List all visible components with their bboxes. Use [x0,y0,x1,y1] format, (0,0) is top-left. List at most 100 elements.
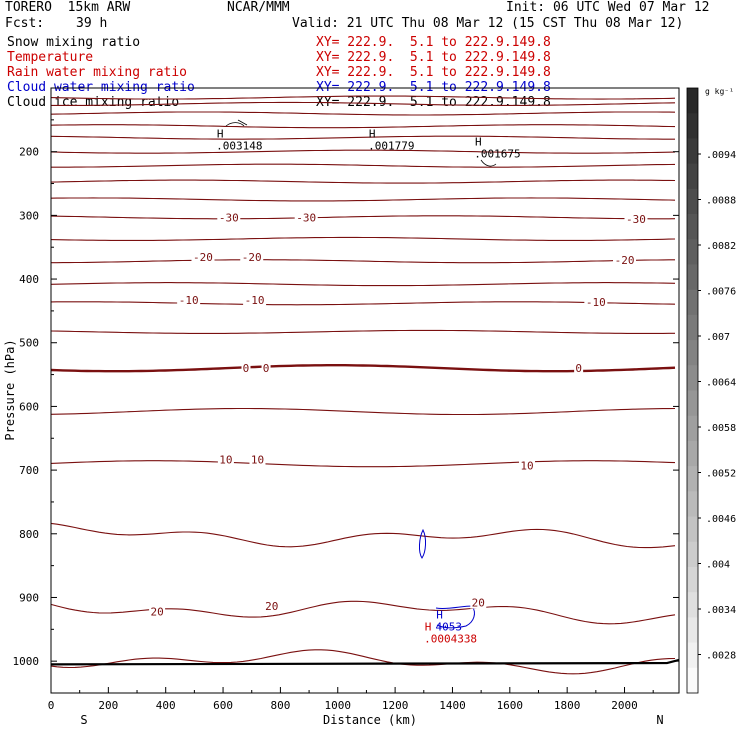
temperature-label-bg [624,213,648,226]
y-tick-label: 400 [19,273,39,286]
temperature-label-bg [149,605,166,618]
isotherm-line [51,163,676,168]
temperature-label: -10 [179,294,199,307]
colorbar-tick-label: .0046 [706,514,736,525]
isotherm-line [51,259,675,264]
cloud-water-contour [419,528,426,559]
south-label: S [80,713,87,727]
colorbar-segment [687,516,698,543]
colorbar-segment [687,289,698,316]
plot-frame [50,87,680,694]
temperature-label-bg [613,253,637,266]
y-tick-label: 900 [19,591,39,604]
temperature-label-bg [263,599,280,612]
colorbar-segment [687,314,698,341]
temperature-label-bg [217,453,234,466]
temperature-label: -30 [626,213,646,226]
temperature-label-bg [470,596,487,609]
temperature-label: 20 [150,605,163,618]
field-xy-temperature: XY= 222.9. 5.1 to 222.9.149.8 [316,50,551,65]
high-mark: H [217,128,224,141]
isotherm-line [50,135,675,140]
y-tick-label: 600 [19,400,39,413]
y-tick-label: 700 [19,464,39,477]
colorbar-tick-label: .0088 [706,196,736,207]
isotherm-line [50,215,676,220]
isotherm-line [50,95,676,100]
colorbar-segment [687,667,698,694]
y-tick-label: 1000 [13,655,40,668]
temperature-label: -30 [296,211,316,224]
temperature-label-bg [243,294,267,307]
temperature-label: 10 [219,453,232,466]
field-name-rain: Rain water mixing ratio [7,65,188,80]
temperature-label: -30 [219,211,239,224]
colorbar-segment [687,415,698,442]
colorbar-segment [687,264,698,291]
valid-time: Valid: 21 UTC Thu 08 Mar 12 (15 CST Thu … [292,16,684,31]
colorbar-unit: g kg⁻¹ [705,87,734,96]
temperature-label-bg [240,250,264,263]
temperature-label: -10 [245,294,265,307]
colorbar-segment [687,239,698,265]
x-tick-label: 600 [213,699,233,712]
field-xy-cloud-ice: XY= 222.9. 5.1 to 222.9.149.8 [316,95,551,110]
temperature-label-bg [519,459,536,472]
x-axis-title: Distance (km) [323,713,417,727]
high-value: .001675 [474,147,520,160]
isotherm-line [50,124,676,129]
temperature-label-bg [191,250,215,263]
isotherm-layer [50,95,680,675]
x-tick-label: 200 [98,699,118,712]
isotherm-line [50,407,676,416]
snow-contour-right [480,159,497,167]
colorbar: g kg⁻¹ .0094 .0088 .0082 .0076 .007 .0064 .0058… [686,87,736,694]
colorbar-segment [687,214,698,240]
org-label: NCAR/MMM [227,0,290,15]
colorbar-segment [687,642,698,669]
colorbar-tick-label: .0082 [706,241,736,252]
isotherm-line [50,111,676,116]
temperature-label: -20 [615,254,635,267]
field-xy-rain: XY= 222.9. 5.1 to 222.9.149.8 [316,65,551,80]
isotherm-line [50,600,676,625]
y-tick-label: 500 [19,337,39,350]
terrain-line [50,658,680,666]
x-tick-label: 1400 [439,699,466,712]
isotherm-line [50,522,676,549]
x-tick-label: 400 [156,699,176,712]
cloud-water-contour-lower [435,605,475,629]
high-mark: H [425,621,432,634]
x-tick-label: 1000 [325,699,352,712]
model-title: TORERO 15km ARW [5,0,131,15]
moisture-contours [225,119,497,629]
isotherm-line [50,301,676,306]
isotherm-line [50,236,676,241]
isotherm-line [50,179,676,184]
fcst-label: Fcst: [5,16,45,31]
temperature-label-bg [249,453,266,466]
colorbar-segment [687,188,698,215]
colorbar-tick-label: .0094 [706,150,736,161]
high-value: .003148 [216,140,262,153]
colorbar-segment [687,440,698,467]
temperature-label: -20 [242,251,262,264]
temperature-label-bg [584,295,608,308]
y-tick-label: 800 [19,528,39,541]
field-name-snow: Snow mixing ratio [7,35,141,50]
colorbar-segment [687,88,698,114]
isotherm-line [50,649,676,675]
temperature-label-bg [177,294,201,307]
temperature-label: 0 [243,362,250,375]
y-tick-label: 200 [19,146,39,159]
temperature-label: 20 [265,600,278,613]
temperature-label-bg [217,211,241,224]
isotherm-line [50,329,675,334]
isotherm-line [50,460,676,468]
temperature-label: 20 [472,597,485,610]
high-mark: H [436,608,443,621]
colorbar-segment [687,163,698,190]
